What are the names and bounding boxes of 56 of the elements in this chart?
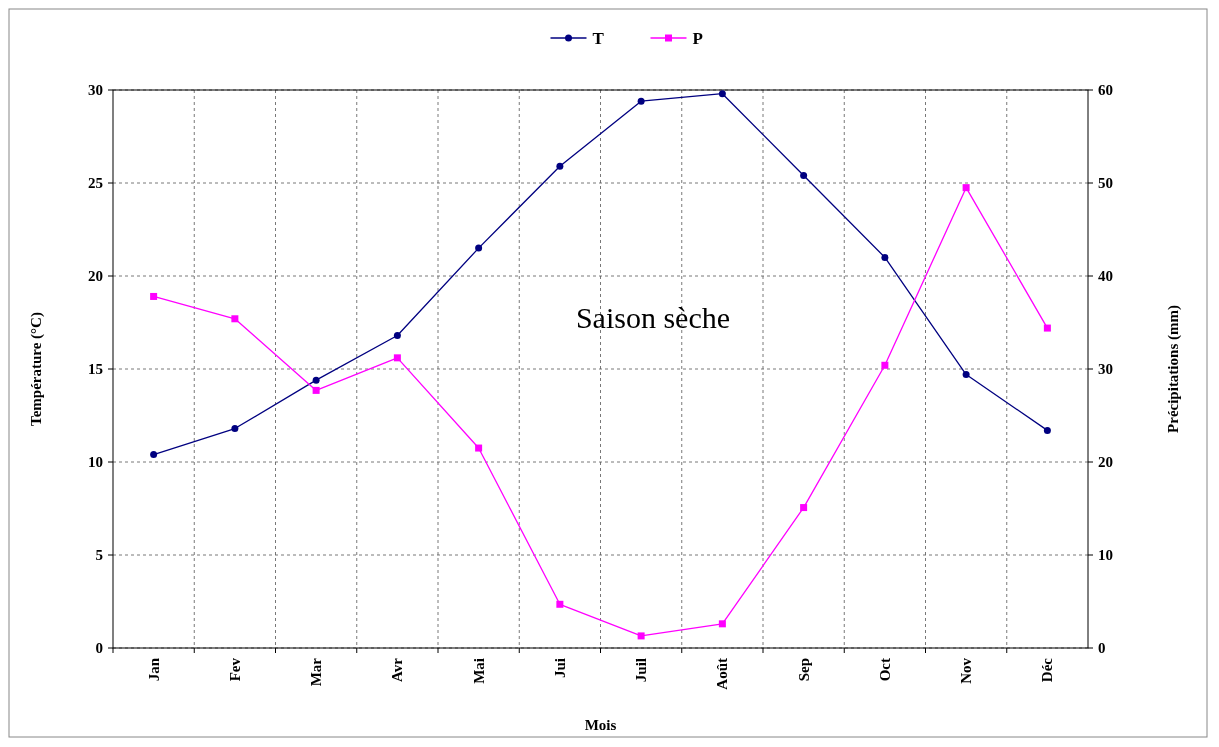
x-axis-title: Mois [584, 717, 617, 733]
y2-axis-title: Précipitations (mm) [1165, 305, 1182, 433]
y-tick-label: 30 [88, 82, 103, 99]
point [150, 451, 158, 459]
x-tick-label: Jan [145, 657, 162, 682]
y2-tick-label: 10 [1098, 547, 1113, 564]
point [800, 172, 808, 180]
x-tick-label: Nov [958, 657, 975, 684]
point [1043, 426, 1051, 434]
x-tick-label: Avr [389, 657, 406, 682]
x-tick-label: Sep [795, 658, 812, 682]
y2-tick-label: 30 [1098, 361, 1113, 378]
x-tick-label: Juil [633, 658, 650, 683]
x-tick-label: Jui [551, 658, 568, 679]
point [231, 425, 239, 433]
point [881, 361, 889, 369]
point [800, 504, 808, 512]
y-tick-label: 25 [88, 175, 103, 192]
point [312, 376, 320, 384]
y-tick-label: 0 [95, 640, 103, 657]
point [1043, 324, 1051, 332]
point [393, 332, 401, 340]
x-tick-label: Fev [226, 657, 243, 682]
point [962, 371, 970, 379]
point [637, 632, 645, 640]
y-tick-label: 5 [95, 547, 103, 564]
point [637, 97, 645, 105]
y-axis-title: Température (°C) [28, 312, 45, 426]
y2-tick-label: 0 [1098, 640, 1106, 657]
point [962, 184, 970, 192]
y-tick-label: 20 [88, 268, 103, 285]
y-tick-label: 10 [88, 454, 103, 471]
y2-tick-label: 40 [1098, 268, 1113, 285]
point [556, 600, 564, 608]
x-tick-label: Août [714, 658, 731, 690]
y2-tick-label: 60 [1098, 82, 1113, 99]
annotation: Saison sèche [575, 301, 731, 334]
y-tick-label: 15 [88, 361, 103, 378]
point [475, 244, 483, 252]
x-tick-label: Oct [876, 658, 893, 682]
point [150, 292, 158, 300]
point [881, 253, 889, 261]
point [312, 386, 320, 394]
point [393, 354, 401, 362]
y2-tick-label: 50 [1098, 175, 1113, 192]
y2-tick-label: 20 [1098, 454, 1113, 471]
point [718, 90, 726, 98]
point [718, 620, 726, 628]
legend-label: T [592, 29, 605, 48]
x-tick-label: Mar [308, 657, 325, 687]
point [556, 162, 564, 170]
x-tick-label: Mai [470, 658, 487, 684]
point [475, 444, 483, 452]
legend-label: P [692, 29, 703, 48]
point [231, 315, 239, 323]
x-tick-label: Déc [1039, 657, 1056, 683]
